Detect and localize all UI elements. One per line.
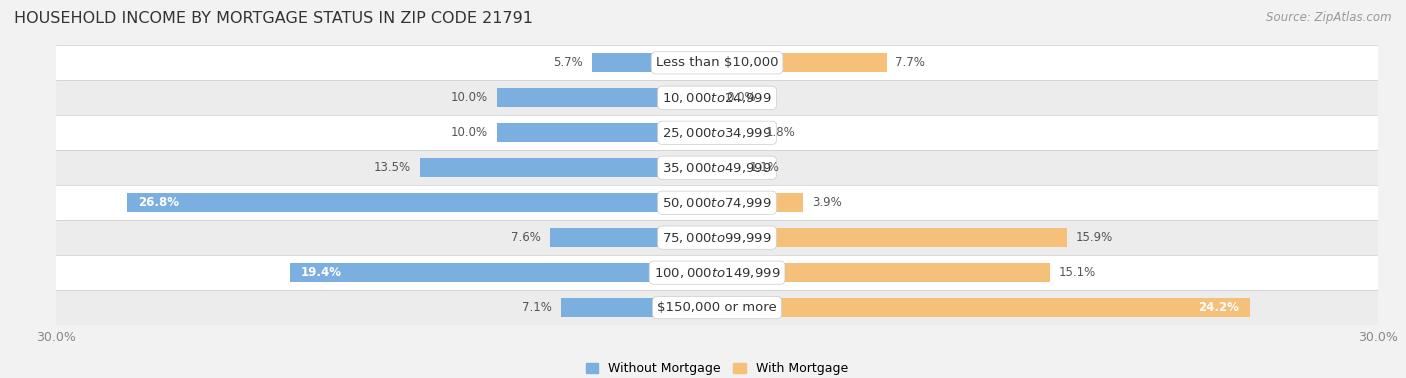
Bar bbox=[496, 123, 717, 143]
Text: $50,000 to $74,999: $50,000 to $74,999 bbox=[662, 196, 772, 210]
Bar bbox=[127, 193, 717, 212]
Text: $25,000 to $34,999: $25,000 to $34,999 bbox=[662, 126, 772, 140]
Bar bbox=[717, 123, 756, 143]
Bar bbox=[290, 263, 717, 282]
Text: $10,000 to $24,999: $10,000 to $24,999 bbox=[662, 91, 772, 105]
Bar bbox=[56, 255, 1378, 290]
Text: $100,000 to $149,999: $100,000 to $149,999 bbox=[654, 266, 780, 280]
Text: 0.0%: 0.0% bbox=[725, 91, 755, 104]
Text: 15.1%: 15.1% bbox=[1059, 266, 1095, 279]
Bar bbox=[717, 298, 1250, 317]
Bar bbox=[717, 193, 803, 212]
Bar bbox=[56, 185, 1378, 220]
Text: Less than $10,000: Less than $10,000 bbox=[655, 56, 779, 69]
Text: $75,000 to $99,999: $75,000 to $99,999 bbox=[662, 231, 772, 245]
Text: 13.5%: 13.5% bbox=[374, 161, 411, 174]
Text: 5.7%: 5.7% bbox=[553, 56, 582, 69]
Legend: Without Mortgage, With Mortgage: Without Mortgage, With Mortgage bbox=[581, 357, 853, 378]
Text: 1.8%: 1.8% bbox=[765, 126, 796, 139]
Bar bbox=[56, 45, 1378, 81]
Bar bbox=[56, 115, 1378, 150]
Text: 7.1%: 7.1% bbox=[522, 301, 551, 314]
Bar bbox=[717, 158, 741, 177]
Text: HOUSEHOLD INCOME BY MORTGAGE STATUS IN ZIP CODE 21791: HOUSEHOLD INCOME BY MORTGAGE STATUS IN Z… bbox=[14, 11, 533, 26]
Bar bbox=[592, 53, 717, 73]
Bar bbox=[496, 88, 717, 107]
Text: 15.9%: 15.9% bbox=[1076, 231, 1114, 244]
Text: Source: ZipAtlas.com: Source: ZipAtlas.com bbox=[1267, 11, 1392, 24]
Text: 1.1%: 1.1% bbox=[751, 161, 780, 174]
Text: 3.9%: 3.9% bbox=[811, 196, 842, 209]
Bar bbox=[56, 220, 1378, 255]
Bar bbox=[717, 53, 887, 73]
Bar bbox=[419, 158, 717, 177]
Bar bbox=[717, 263, 1050, 282]
Text: 10.0%: 10.0% bbox=[451, 126, 488, 139]
Text: 7.7%: 7.7% bbox=[896, 56, 925, 69]
Bar bbox=[550, 228, 717, 247]
Text: $35,000 to $49,999: $35,000 to $49,999 bbox=[662, 161, 772, 175]
Bar bbox=[56, 150, 1378, 185]
Text: 24.2%: 24.2% bbox=[1198, 301, 1239, 314]
Bar bbox=[717, 228, 1067, 247]
Text: 7.6%: 7.6% bbox=[510, 231, 541, 244]
Bar bbox=[56, 81, 1378, 115]
Bar bbox=[561, 298, 717, 317]
Text: 26.8%: 26.8% bbox=[138, 196, 179, 209]
Bar bbox=[56, 290, 1378, 325]
Text: 10.0%: 10.0% bbox=[451, 91, 488, 104]
Text: $150,000 or more: $150,000 or more bbox=[657, 301, 778, 314]
Text: 19.4%: 19.4% bbox=[301, 266, 342, 279]
